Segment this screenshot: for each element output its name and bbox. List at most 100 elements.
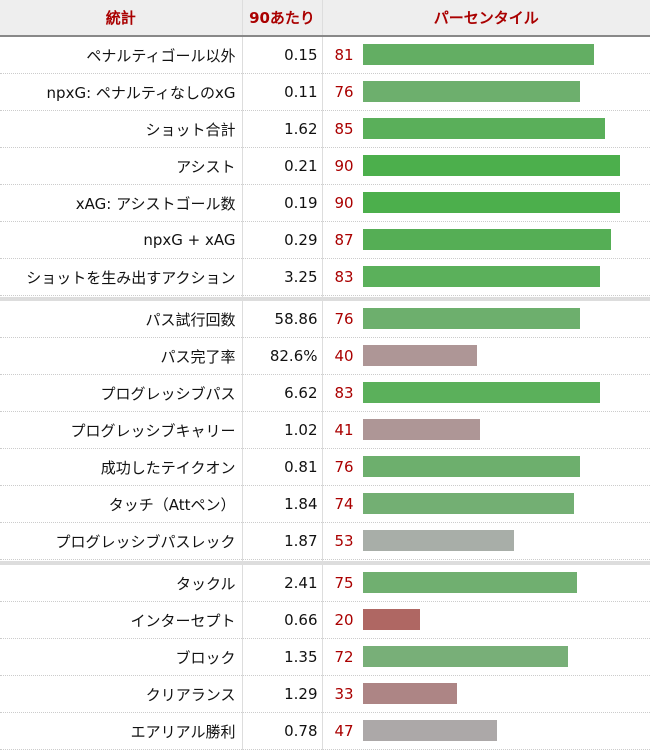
stat-name: パス試行回数 — [0, 299, 243, 338]
per90-value: 1.35 — [242, 638, 323, 676]
table-row: パス完了率 82.6% 40 — [0, 337, 650, 375]
percentile-bar — [362, 572, 577, 593]
percentile-cell: 74 — [322, 485, 650, 523]
percentile-bar — [362, 266, 600, 287]
percentile-value: 40 — [334, 347, 354, 365]
per90-value: 58.86 — [242, 299, 323, 338]
table-row: プログレッシブパスレック 1.87 53 — [0, 522, 650, 560]
per90-value: 82.6% — [242, 337, 323, 375]
percentile-value: 87 — [334, 231, 354, 249]
per90-value: 3.25 — [242, 258, 323, 296]
table-row: ブロック 1.35 72 — [0, 638, 650, 676]
per90-value: 0.29 — [242, 221, 323, 259]
percentile-bar — [362, 382, 600, 403]
stat-name: ペナルティゴール以外 — [0, 36, 243, 74]
percentile-cell: 33 — [322, 675, 650, 713]
stat-name: タッチ（Attペン） — [0, 485, 243, 523]
stat-name: npxG + xAG — [0, 221, 243, 259]
table-row: アシスト 0.21 90 — [0, 147, 650, 185]
percentile-cell: 40 — [322, 337, 650, 375]
per90-value: 1.02 — [242, 411, 323, 449]
per90-value: 1.62 — [242, 110, 323, 148]
group-separator — [0, 559, 650, 565]
header-percentile[interactable]: パーセンタイル — [322, 0, 650, 37]
per90-value: 0.19 — [242, 184, 323, 222]
table-row: xAG: アシストゴール数 0.19 90 — [0, 184, 650, 222]
percentile-value: 90 — [334, 157, 354, 175]
percentile-bar — [362, 308, 580, 329]
percentile-bar — [362, 118, 605, 139]
table-row: ペナルティゴール以外 0.15 81 — [0, 36, 650, 74]
percentile-bar — [362, 155, 620, 176]
percentile-value: 75 — [334, 574, 354, 592]
percentile-value: 85 — [334, 120, 354, 138]
percentile-cell: 90 — [322, 184, 650, 222]
percentile-bar — [362, 720, 497, 741]
per90-value: 1.87 — [242, 522, 323, 560]
percentile-value: 41 — [334, 421, 354, 439]
percentile-bar — [362, 81, 580, 102]
percentile-value: 33 — [334, 685, 354, 703]
percentile-bar — [362, 530, 514, 551]
percentile-value: 83 — [334, 268, 354, 286]
percentile-cell: 87 — [322, 221, 650, 259]
percentile-value: 47 — [334, 722, 354, 740]
stat-name: npxG: ペナルティなしのxG — [0, 73, 243, 111]
percentile-bar — [362, 646, 568, 667]
percentile-bar — [362, 493, 574, 514]
stat-name: タックル — [0, 563, 243, 602]
percentile-cell: 76 — [322, 448, 650, 486]
per90-value: 1.84 — [242, 485, 323, 523]
per90-value: 0.11 — [242, 73, 323, 111]
table-row: タックル 2.41 75 — [0, 563, 650, 602]
stat-name: 成功したテイクオン — [0, 448, 243, 486]
stat-name: パス完了率 — [0, 337, 243, 375]
percentile-value: 20 — [334, 611, 354, 629]
stat-name: ブロック — [0, 638, 243, 676]
table-row: タッチ（Attペン） 1.84 74 — [0, 485, 650, 523]
stat-name: プログレッシブキャリー — [0, 411, 243, 449]
percentile-value: 72 — [334, 648, 354, 666]
percentile-cell: 72 — [322, 638, 650, 676]
per90-value: 0.66 — [242, 601, 323, 639]
percentile-value: 83 — [334, 384, 354, 402]
percentile-bar — [362, 192, 620, 213]
percentile-cell: 81 — [322, 36, 650, 74]
group-separator — [0, 295, 650, 301]
percentile-cell: 53 — [322, 522, 650, 560]
percentile-value: 74 — [334, 495, 354, 513]
percentile-bar — [362, 229, 611, 250]
table-row: インターセプト 0.66 20 — [0, 601, 650, 639]
percentile-bar — [362, 609, 420, 630]
stat-name: ショットを生み出すアクション — [0, 258, 243, 296]
percentile-value: 90 — [334, 194, 354, 212]
header-per90[interactable]: 90あたり — [242, 0, 323, 37]
percentile-cell: 75 — [322, 563, 650, 602]
percentile-bar — [362, 345, 477, 366]
per90-value: 0.81 — [242, 448, 323, 486]
per90-value: 6.62 — [242, 374, 323, 412]
table-row: プログレッシブキャリー 1.02 41 — [0, 411, 650, 449]
header-stat[interactable]: 統計 — [0, 0, 243, 37]
percentile-cell: 41 — [322, 411, 650, 449]
percentile-cell: 85 — [322, 110, 650, 148]
stat-name: インターセプト — [0, 601, 243, 639]
header-row: 統計 90あたり パーセンタイル — [0, 0, 650, 37]
percentile-cell: 83 — [322, 374, 650, 412]
table-row: プログレッシブパス 6.62 83 — [0, 374, 650, 412]
percentile-value: 76 — [334, 310, 354, 328]
stat-name: プログレッシブパスレック — [0, 522, 243, 560]
percentile-cell: 90 — [322, 147, 650, 185]
table-row: 成功したテイクオン 0.81 76 — [0, 448, 650, 486]
percentile-bar — [362, 456, 580, 477]
stat-name: クリアランス — [0, 675, 243, 713]
percentile-bar — [362, 44, 594, 65]
table-row: ショット合計 1.62 85 — [0, 110, 650, 148]
per90-value: 0.21 — [242, 147, 323, 185]
table-row: クリアランス 1.29 33 — [0, 675, 650, 713]
stat-name: プログレッシブパス — [0, 374, 243, 412]
stat-name: ショット合計 — [0, 110, 243, 148]
percentile-cell: 20 — [322, 601, 650, 639]
percentile-cell: 76 — [322, 73, 650, 111]
